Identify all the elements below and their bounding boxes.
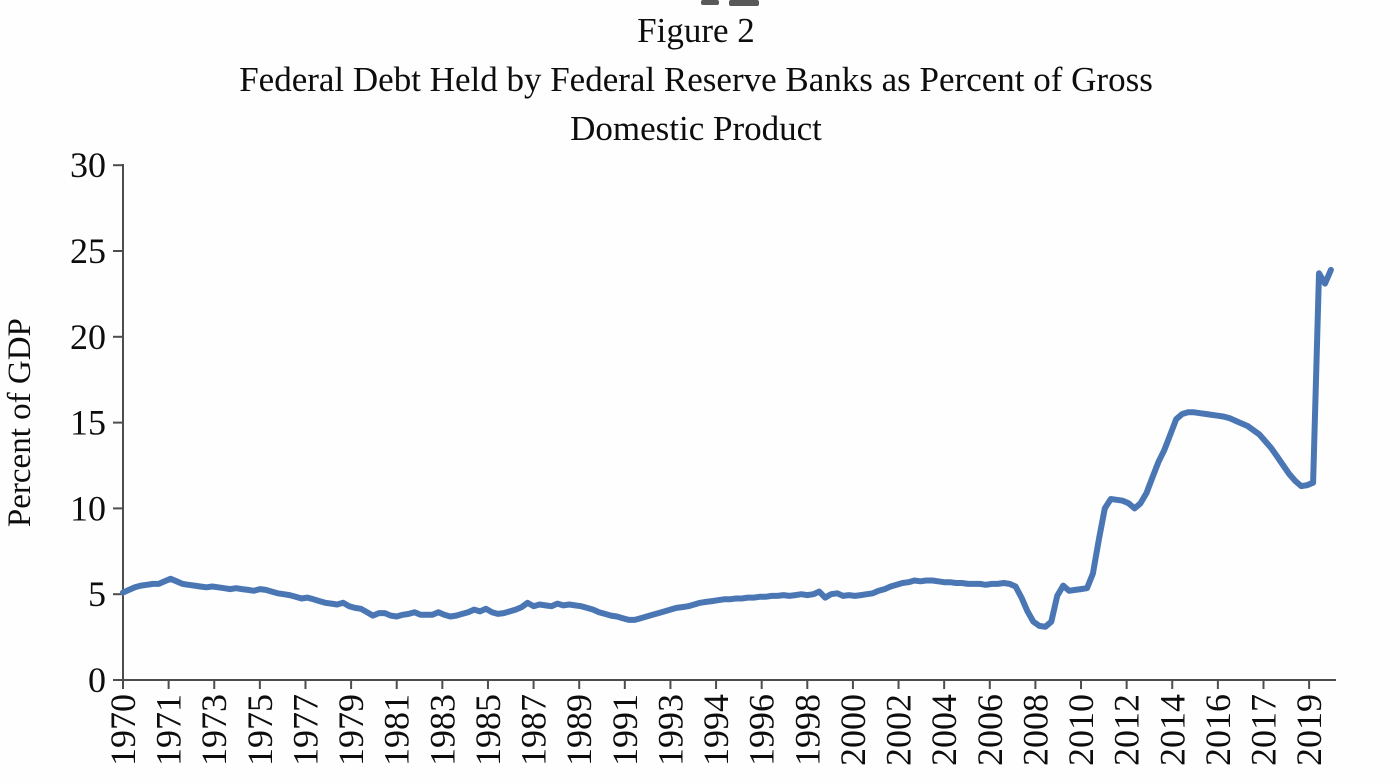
- x-tick-label: 2017: [1244, 694, 1284, 766]
- y-tick-label: 0: [88, 660, 106, 700]
- figure-number: Figure 2: [637, 11, 755, 50]
- x-tick-label: 1987: [514, 694, 554, 766]
- x-tick-label: 2016: [1198, 694, 1238, 766]
- x-tick-label: 2014: [1152, 694, 1192, 766]
- y-tick-label: 30: [70, 145, 106, 185]
- x-tick-label: 1971: [149, 694, 189, 766]
- title-line-2: Domestic Product: [570, 109, 822, 148]
- data-line-fed-debt-pct-gdp: [120, 266, 1334, 630]
- x-tick-label: 1981: [377, 694, 417, 766]
- x-tick-label: 2002: [879, 694, 919, 766]
- x-tick-label: 2006: [970, 694, 1010, 766]
- x-tick-label: 1989: [559, 694, 599, 766]
- x-tick-label: 1977: [285, 694, 325, 766]
- x-tick-label: 1985: [468, 694, 508, 766]
- x-tick-label: 2000: [833, 694, 873, 766]
- x-tick-label: 2010: [1061, 694, 1101, 766]
- x-tick-label: 1993: [650, 694, 690, 766]
- x-tick-label: 2012: [1107, 694, 1147, 766]
- y-tick-label: 25: [70, 231, 106, 271]
- x-tick-label: 1979: [331, 694, 371, 766]
- x-tick-label: 2008: [1015, 694, 1055, 766]
- cropped-text-artifact: [729, 0, 759, 6]
- x-tick-label: 1983: [422, 694, 462, 766]
- y-axis-title: Percent of GDP: [2, 318, 38, 527]
- x-tick-label: 1975: [240, 694, 280, 766]
- x-tick-label: 1994: [696, 694, 736, 766]
- x-tick-label: 2019: [1289, 694, 1329, 766]
- x-tick-label: 1991: [605, 694, 645, 766]
- figure-title: Figure 2 Federal Debt Held by Federal Re…: [0, 6, 1392, 153]
- title-line-1: Federal Debt Held by Federal Reserve Ban…: [239, 60, 1153, 99]
- y-tick-label: 15: [70, 403, 106, 443]
- cropped-text-artifact: [701, 0, 719, 5]
- x-tick-label: 1998: [787, 694, 827, 766]
- y-tick-label: 5: [88, 574, 106, 614]
- x-tick-label: 1970: [103, 694, 143, 766]
- y-tick-label: 20: [70, 317, 106, 357]
- x-tick-label: 2004: [924, 694, 964, 766]
- x-tick-label: 1973: [194, 694, 234, 766]
- y-tick-label: 10: [70, 488, 106, 528]
- x-tick-label: 1996: [742, 694, 782, 766]
